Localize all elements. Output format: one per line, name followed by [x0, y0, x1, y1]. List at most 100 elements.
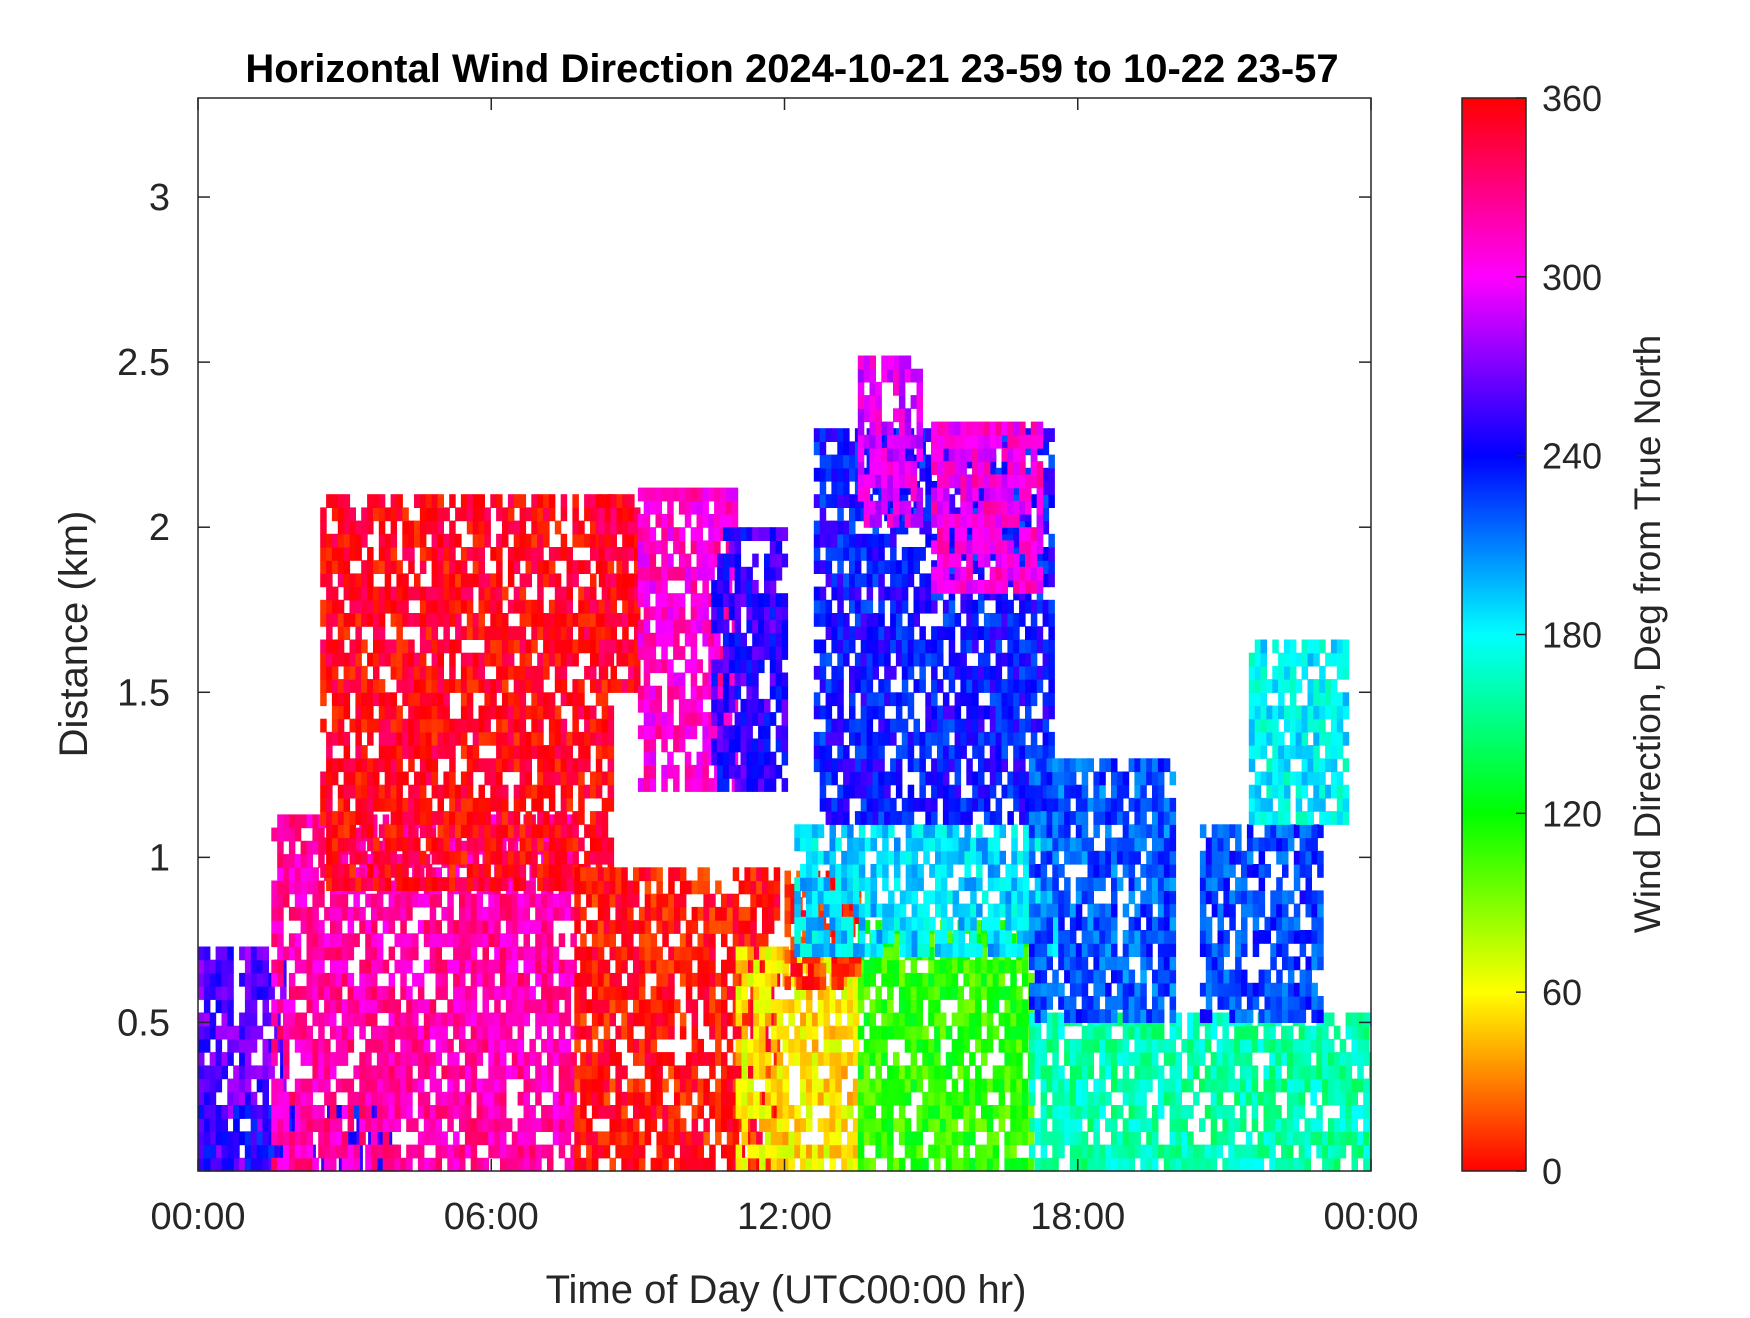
- heatmap-cell: [566, 797, 573, 812]
- heatmap-cell: [741, 1118, 748, 1132]
- heatmap-cell: [986, 999, 994, 1014]
- heatmap-cell: [939, 1105, 947, 1119]
- heatmap-cell: [750, 1131, 757, 1146]
- heatmap-cell: [320, 639, 327, 654]
- heatmap-cell: [604, 547, 612, 561]
- heatmap-cell: [752, 553, 759, 568]
- heatmap-cell: [835, 1052, 842, 1066]
- heatmap-cell: [644, 1012, 652, 1027]
- heatmap-cell: [447, 906, 454, 921]
- heatmap-cell: [496, 494, 503, 508]
- heatmap-cell: [337, 639, 345, 654]
- heatmap-cell: [929, 837, 936, 852]
- heatmap-cell: [574, 1025, 581, 1040]
- heatmap-cell: [876, 903, 883, 918]
- heatmap-cell: [638, 1157, 646, 1172]
- heatmap-cell: [806, 1065, 813, 1080]
- heatmap-cell: [414, 494, 421, 508]
- heatmap-cell: [543, 520, 550, 535]
- heatmap-cell: [198, 1131, 205, 1146]
- heatmap-cell: [696, 500, 703, 515]
- heatmap-cell: [478, 877, 485, 891]
- heatmap-cell: [478, 864, 485, 878]
- heatmap-cell: [764, 553, 771, 568]
- heatmap-cell: [752, 632, 759, 647]
- heatmap-cell: [453, 959, 460, 974]
- heatmap-cell: [769, 540, 777, 555]
- heatmap-cell: [464, 920, 472, 934]
- heatmap-cell: [455, 811, 462, 825]
- heatmap-cell: [529, 920, 536, 934]
- heatmap-cell: [294, 893, 302, 908]
- heatmap-cell: [788, 1038, 795, 1053]
- heatmap-cell: [800, 824, 807, 839]
- heatmap-cell: [425, 494, 433, 508]
- heatmap-cell: [945, 1118, 953, 1132]
- heatmap-cell: [882, 903, 889, 918]
- heatmap-cell: [875, 959, 882, 974]
- heatmap-cell: [566, 771, 573, 786]
- heatmap-cell: [609, 1078, 616, 1093]
- heatmap-cell: [898, 1091, 906, 1106]
- heatmap-cell: [306, 986, 313, 1000]
- heatmap-cell: [678, 646, 686, 660]
- heatmap-cell: [531, 864, 538, 878]
- heatmap-cell: [476, 1038, 484, 1053]
- heatmap-cell: [531, 626, 538, 640]
- heatmap-cell: [638, 946, 646, 961]
- heatmap-cell: [767, 906, 775, 921]
- heatmap-cell: [437, 665, 444, 680]
- heatmap-cell: [1022, 1078, 1029, 1093]
- heatmap-cell: [470, 1144, 478, 1159]
- heatmap-cell: [674, 1065, 681, 1080]
- heatmap-cell: [746, 606, 753, 621]
- heatmap-cell: [326, 652, 333, 667]
- heatmap-cell: [262, 1078, 269, 1093]
- heatmap-cell: [490, 705, 497, 720]
- heatmap-cell: [1004, 986, 1011, 1000]
- heatmap-cell: [412, 893, 419, 908]
- heatmap-cell: [541, 1144, 548, 1159]
- heatmap-cell: [535, 893, 542, 908]
- heatmap-cell: [627, 972, 634, 987]
- heatmap-cell: [449, 599, 456, 614]
- heatmap-cell: [764, 698, 771, 713]
- heatmap-cell: [735, 999, 743, 1014]
- heatmap-cell: [717, 698, 724, 713]
- heatmap-cell: [554, 626, 562, 640]
- heatmap-cell: [320, 547, 327, 561]
- heatmap-cell: [215, 1157, 223, 1172]
- heatmap-cell: [402, 520, 409, 535]
- heatmap-cell: [470, 1012, 478, 1027]
- heatmap-cell: [638, 1038, 646, 1053]
- heatmap-cell: [1005, 877, 1012, 891]
- heatmap-cell: [537, 824, 544, 839]
- heatmap-cell: [502, 652, 509, 667]
- heatmap-cell: [622, 533, 629, 548]
- heatmap-cell: [464, 1052, 472, 1066]
- heatmap-cell: [998, 1118, 1006, 1132]
- heatmap-cell: [668, 972, 675, 987]
- heatmap-cell: [525, 811, 532, 825]
- heatmap-cell: [823, 1144, 831, 1159]
- heatmap-cell: [633, 1118, 640, 1132]
- heatmap-cell: [637, 553, 645, 568]
- heatmap-cell: [764, 1144, 772, 1159]
- heatmap-cell: [294, 867, 302, 882]
- heatmap-cell: [684, 566, 692, 581]
- heatmap-cell: [769, 712, 777, 726]
- heatmap-cell: [764, 999, 772, 1014]
- heatmap-cell: [318, 920, 325, 934]
- heatmap-cell: [330, 1091, 337, 1106]
- heatmap-cell: [656, 1144, 663, 1159]
- heatmap-cell: [566, 626, 573, 640]
- heatmap-cell: [482, 1038, 489, 1053]
- heatmap-cell: [478, 824, 485, 839]
- heatmap-cell: [1016, 1118, 1023, 1132]
- heatmap-cell: [992, 1131, 1000, 1146]
- heatmap-cell: [355, 533, 362, 548]
- heatmap-cell: [331, 864, 339, 878]
- heatmap-cell: [535, 946, 542, 961]
- heatmap-cell: [198, 1078, 205, 1093]
- heatmap-cell: [233, 1131, 240, 1146]
